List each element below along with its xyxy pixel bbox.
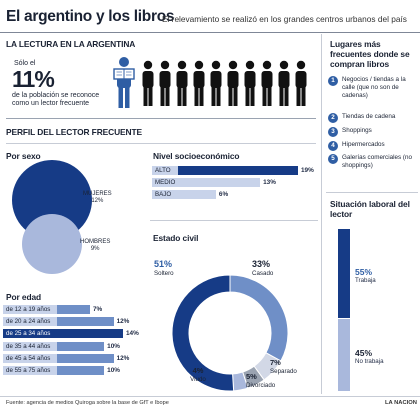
- lectura-text-post: de la población se reconoce como un lect…: [12, 92, 100, 107]
- edad-category-label: de 45 a 54 años: [3, 353, 57, 363]
- column-divider: [321, 34, 322, 394]
- edad-value-label: 14%: [126, 330, 139, 338]
- lectura-text-pre: Sólo el: [14, 60, 36, 67]
- civil-slice-casado: [229, 274, 289, 362]
- laboral-value-label: 55%: [355, 266, 373, 277]
- nivel-category-label: BAJO: [152, 190, 178, 199]
- civil-value-label: 33%: [252, 259, 270, 269]
- nivel-category-label: MEDIO: [152, 178, 178, 187]
- header-divider: [0, 32, 420, 33]
- civil-chart: 51%Soltero 33%Casado 7%Separado 5%Divorciad…: [154, 259, 297, 392]
- edad-bar: [57, 366, 105, 375]
- lugares-item-text: Shoppings: [342, 127, 372, 134]
- reader-person-icon: [113, 57, 135, 108]
- lugares-item: 2 Tiendas de cadena: [328, 113, 418, 123]
- edad-chart: de 12 a 19 años 7% de 20 a 24 años 12% de 25…: [3, 305, 153, 385]
- sexo-bubble-hombres: [22, 214, 82, 274]
- sexo-mujeres-label: MUJERES 12%: [83, 191, 112, 205]
- edad-bar: [57, 341, 105, 351]
- edad-value-label: 12%: [116, 318, 130, 326]
- perfil-divider: [6, 143, 316, 144]
- edad-value-label: 10%: [107, 367, 120, 374]
- lugares-item: 3 Shoppings: [328, 127, 418, 137]
- civil-value-label: 7%: [270, 358, 281, 367]
- lugares-item-text: Galerías comerciales (no shoppings): [342, 154, 412, 169]
- civil-value-label: 5%: [246, 372, 257, 381]
- nivel-value-label: 6%: [218, 191, 229, 198]
- laboral-bar-segment: [338, 229, 350, 318]
- edad-category-label: de 55 a 75 años: [3, 366, 57, 375]
- nivel-bar: [178, 178, 261, 187]
- lugares-number-badge: 4: [328, 141, 338, 151]
- lugares-number-badge: 5: [328, 154, 338, 164]
- edad-bar: [57, 353, 114, 363]
- lugares-number-badge: 3: [328, 127, 338, 137]
- edad-title: Por edad: [6, 292, 42, 302]
- civil-category-label: Soltero: [154, 270, 174, 277]
- civil-category-label: Casado: [252, 270, 274, 277]
- people-pictogram: [113, 57, 307, 108]
- civil-category-label: Viudo: [190, 376, 206, 383]
- sexo-bubble-mujeres: [12, 160, 92, 240]
- civil-slice-soltero: [171, 274, 235, 392]
- sexo-hombres-value: 9%: [90, 246, 100, 252]
- sexo-mujeres-value: 12%: [91, 198, 104, 204]
- laboral-bar-segment: [338, 318, 350, 391]
- sexo-chart: [12, 160, 92, 274]
- laboral-title: Situación laboral del lector: [330, 199, 410, 219]
- perfil-heading: PERFIL DEL LECTOR FRECUENTE: [6, 127, 142, 137]
- lugares-item-text: Negocios / tiendas a la calle (que no so…: [342, 76, 406, 99]
- lugares-item: 5 Galerías comerciales (no shoppings): [328, 154, 418, 170]
- lugares-item: 1 Negocios / tiendas a la calle (que no s…: [328, 76, 418, 100]
- nivel-bar: [178, 190, 216, 199]
- sexo-mujeres-cat: MUJERES: [83, 191, 112, 197]
- laboral-value-label: 45%: [355, 348, 373, 359]
- sexo-hombres-label: HOMBRES 9%: [80, 239, 110, 253]
- edad-bar: [57, 329, 123, 339]
- edad-value-label: 7%: [93, 306, 103, 313]
- civil-category-label: Divorciado: [246, 382, 276, 389]
- civil-category-label: Separado: [270, 368, 297, 375]
- laboral-chart: 55% Trabaja 45% No trabaja: [338, 229, 418, 392]
- lugares-item: 4 Hipermercados: [328, 141, 418, 151]
- civil-value-label: 4%: [193, 366, 204, 375]
- sexo-title: Por sexo: [6, 151, 41, 161]
- lectura-percent: 11%: [12, 66, 55, 92]
- lugares-divider: [326, 192, 418, 193]
- nivel-title: Nivel socioeconómico: [153, 151, 240, 161]
- page-subtitle: El relevamiento se realizó en los grande…: [162, 14, 407, 24]
- laboral-category-label: No trabaja: [355, 358, 384, 366]
- sexo-hombres-cat: HOMBRES: [80, 239, 111, 245]
- nivel-divider: [150, 220, 318, 221]
- lugares-item-text: Hipermercados: [342, 141, 385, 148]
- civil-title: Estado civil: [153, 233, 199, 243]
- lugares-number-badge: 1: [328, 76, 338, 86]
- edad-bar: [57, 317, 114, 327]
- edad-category-label: de 35 a 44 años: [3, 341, 57, 351]
- nivel-value-label: 13%: [263, 179, 276, 186]
- footer-source: Fuente: agencia de medios Quiroga sobre …: [6, 400, 169, 406]
- edad-value-label: 12%: [116, 354, 130, 362]
- footer-divider: [0, 396, 420, 397]
- footer-brand: LA NACION: [385, 400, 417, 406]
- laboral-category-label: Trabaja: [355, 276, 376, 284]
- lugares-number-badge: 2: [328, 113, 338, 123]
- edad-category-label: de 25 a 34 años: [3, 329, 57, 339]
- edad-category-label: de 12 a 19 años: [3, 305, 57, 314]
- nivel-bar: [178, 166, 298, 175]
- page-title: El argentino y los libros: [6, 8, 175, 25]
- lugares-item-text: Tiendas de cadena: [342, 113, 396, 120]
- lectura-heading: LA LECTURA EN LA ARGENTINA: [6, 39, 136, 49]
- edad-bar: [57, 305, 90, 314]
- edad-category-label: de 20 a 24 años: [3, 317, 57, 327]
- nivel-value-label: 19%: [301, 167, 314, 174]
- nivel-chart: ALTO 19% MEDIO 13% BAJO 6%: [152, 166, 317, 206]
- lugares-heading: Lugares más frecuentes donde se compran …: [330, 39, 410, 69]
- non-reader-person-icons: [142, 60, 307, 106]
- lectura-divider: [6, 118, 316, 119]
- civil-value-label: 51%: [154, 259, 172, 269]
- edad-value-label: 10%: [107, 342, 120, 350]
